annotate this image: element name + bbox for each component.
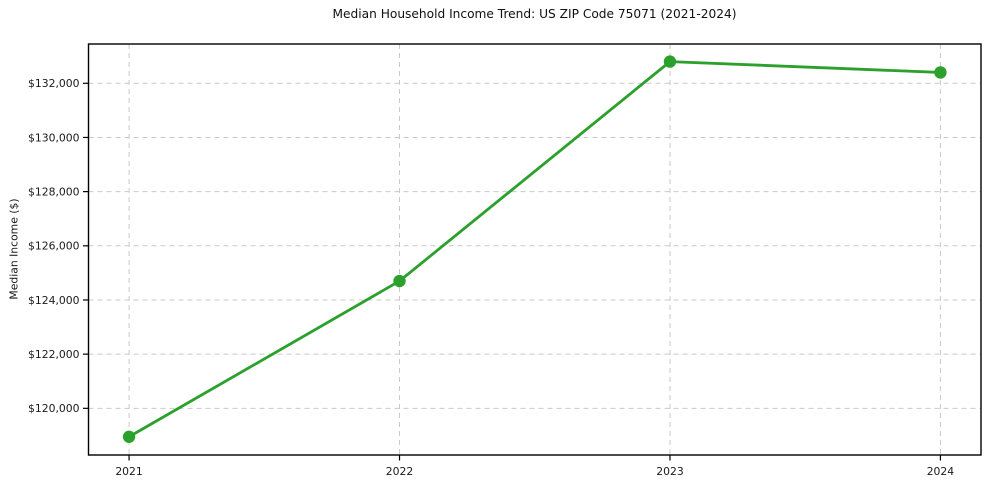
y-tick-label: $122,000 (28, 348, 80, 361)
x-tick-label: 2021 (115, 465, 142, 478)
data-point (393, 274, 406, 288)
y-tick-label: $132,000 (28, 77, 80, 90)
x-tick-label: 2022 (386, 465, 413, 478)
y-tick-label: $124,000 (28, 294, 80, 307)
x-tick-label: 2024 (927, 465, 955, 478)
y-tick-label: $128,000 (28, 185, 80, 198)
data-line (127, 60, 942, 439)
chart-title: Median Household Income Trend: US ZIP Co… (332, 7, 737, 21)
data-point (663, 55, 677, 68)
data-point (122, 430, 136, 443)
data-point (934, 66, 947, 79)
y-tick-label: $120,000 (28, 402, 80, 415)
plot-border (87, 43, 982, 456)
y-tick-label: $130,000 (28, 131, 80, 144)
y-tick-label: $126,000 (28, 240, 80, 253)
x-tick-label: 2023 (656, 465, 683, 478)
